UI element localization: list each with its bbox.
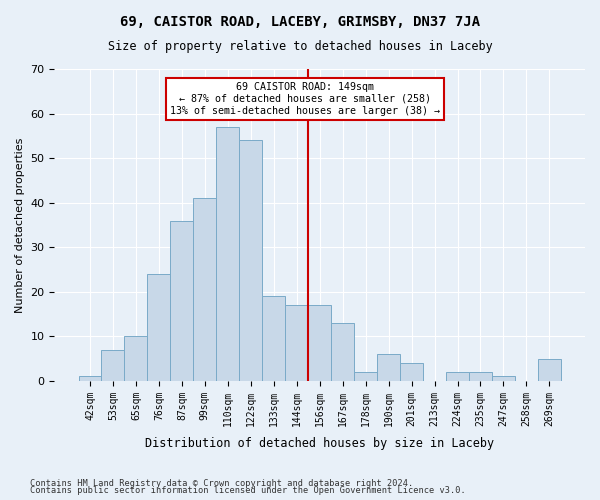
Text: Contains public sector information licensed under the Open Government Licence v3: Contains public sector information licen… (30, 486, 466, 495)
Bar (101, 350, 124, 381)
Text: Contains HM Land Registry data © Crown copyright and database right 2024.: Contains HM Land Registry data © Crown c… (30, 478, 413, 488)
Bar (400, 363, 423, 381)
Bar (170, 220, 193, 381)
Bar (262, 296, 285, 381)
Bar (79, 376, 101, 381)
Bar (124, 336, 148, 381)
Bar (217, 127, 239, 381)
Bar (492, 376, 515, 381)
X-axis label: Distribution of detached houses by size in Laceby: Distribution of detached houses by size … (145, 437, 494, 450)
Bar (285, 305, 308, 381)
Bar (239, 140, 262, 381)
Text: 69 CAISTOR ROAD: 149sqm
← 87% of detached houses are smaller (258)
13% of semi-d: 69 CAISTOR ROAD: 149sqm ← 87% of detache… (170, 82, 440, 116)
Bar (446, 372, 469, 381)
Text: 69, CAISTOR ROAD, LACEBY, GRIMSBY, DN37 7JA: 69, CAISTOR ROAD, LACEBY, GRIMSBY, DN37 … (120, 15, 480, 29)
Bar (193, 198, 217, 381)
Bar (148, 274, 170, 381)
Bar (331, 323, 354, 381)
Bar (354, 372, 377, 381)
Bar (377, 354, 400, 381)
Y-axis label: Number of detached properties: Number of detached properties (15, 138, 25, 312)
Bar (469, 372, 492, 381)
Bar (538, 358, 561, 381)
Text: Size of property relative to detached houses in Laceby: Size of property relative to detached ho… (107, 40, 493, 53)
Bar (308, 305, 331, 381)
